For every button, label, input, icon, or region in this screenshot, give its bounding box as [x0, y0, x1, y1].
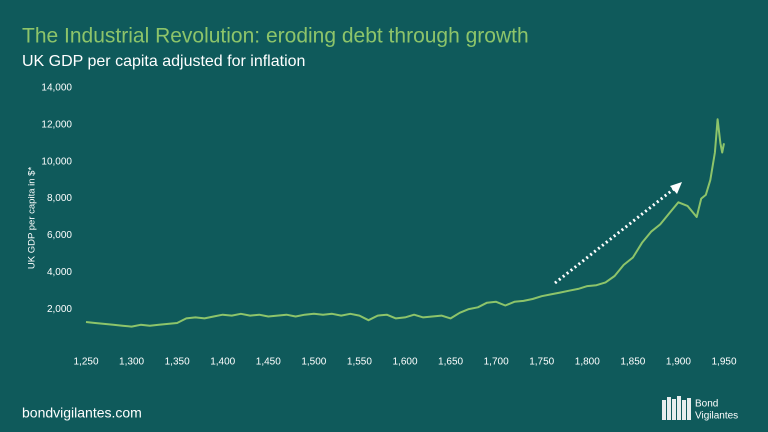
x-tick-label: 1,700: [484, 357, 509, 368]
logo-text: Vigilantes: [695, 411, 738, 422]
data-line: [85, 118, 725, 328]
x-tick-label: 1,750: [529, 357, 554, 368]
x-tick-label: 1,900: [666, 357, 691, 368]
y-tick-label: 8,000: [47, 193, 72, 204]
x-tick-label: 1,850: [620, 357, 645, 368]
x-tick-label: 1,400: [210, 357, 235, 368]
x-tick-label: 1,550: [347, 357, 372, 368]
y-tick-label: 10,000: [41, 156, 72, 167]
y-tick-label: 6,000: [47, 230, 72, 241]
logo-figures: [662, 396, 691, 420]
x-tick-label: 1,500: [301, 357, 326, 368]
x-tick-label: 1,650: [438, 357, 463, 368]
x-tick-label: 1,450: [256, 357, 281, 368]
logo: Bond Vigilantes: [662, 396, 738, 422]
y-tick-label: 12,000: [41, 119, 72, 130]
logo-text: Bond: [695, 399, 718, 410]
x-tick-label: 1,300: [119, 357, 144, 368]
x-tick-label: 1,250: [73, 357, 98, 368]
y-axis-label: UK GDP per capita in $*: [27, 167, 38, 270]
trend-arrow: [554, 186, 676, 285]
y-tick-label: 4,000: [47, 267, 72, 278]
x-tick-label: 1,950: [711, 357, 736, 368]
chart-subtitle: UK GDP per capita adjusted for inflation: [22, 53, 305, 70]
arrow-head: [670, 182, 682, 194]
x-tick-label: 1,600: [392, 357, 417, 368]
chart-title: The Industrial Revolution: eroding debt …: [22, 25, 529, 48]
y-tick-label: 2,000: [47, 304, 72, 315]
x-tick-label: 1,800: [575, 357, 600, 368]
x-tick-label: 1,350: [165, 357, 190, 368]
y-tick-label: 14,000: [41, 83, 72, 94]
footer: bondvigilantes.com: [22, 405, 142, 421]
